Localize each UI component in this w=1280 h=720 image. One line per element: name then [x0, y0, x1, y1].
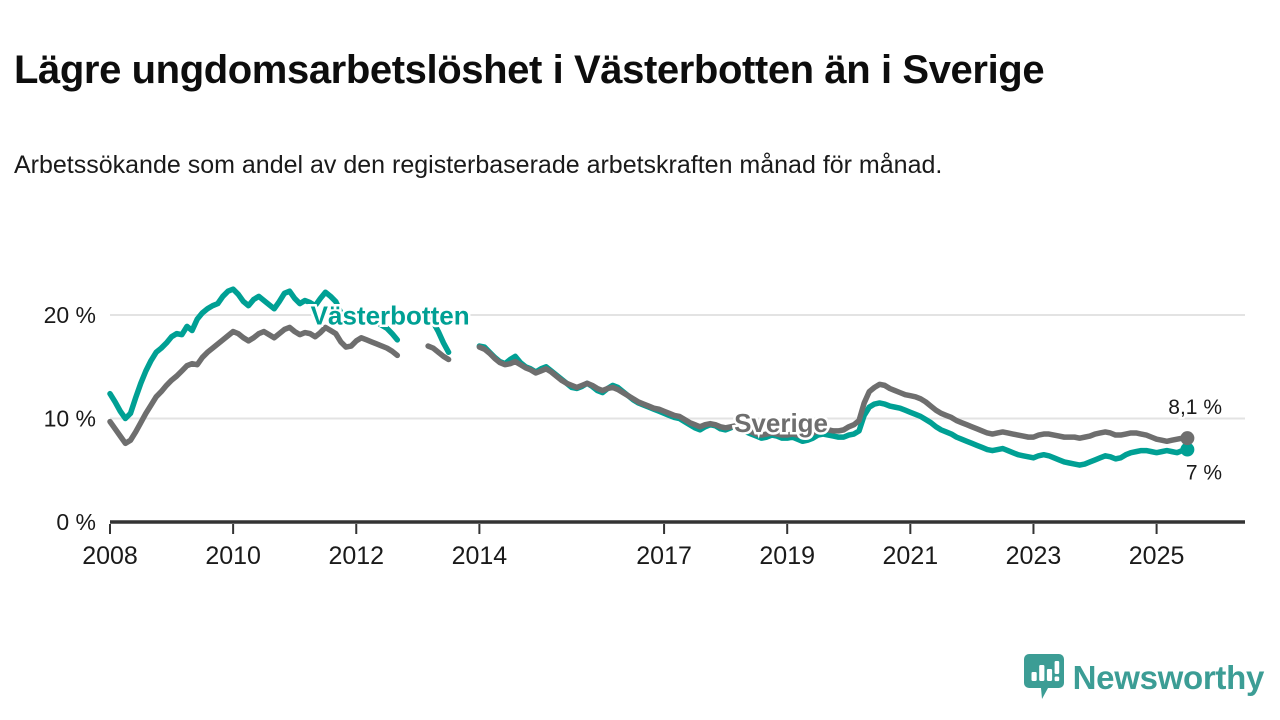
series-annotations: Västerbotten Sverige	[308, 298, 830, 441]
x-tick-label: 2014	[452, 542, 508, 570]
x-tick-label: 2008	[82, 542, 138, 570]
x-tick-label: 2017	[636, 542, 692, 570]
x-axis	[109, 520, 1245, 534]
series-endpoint-dot	[1180, 442, 1195, 457]
x-tick-label: 2021	[883, 542, 939, 570]
series-line	[107, 324, 1191, 447]
line-chart: 0 % 10 % 20 % 2008 2010 2012 2014 2017 2019 2021…	[0, 250, 1280, 590]
x-tick-label: 2025	[1129, 542, 1185, 570]
series-annotation-label: Västerbotten	[311, 300, 470, 330]
x-tick-label: 2019	[759, 542, 815, 570]
y-tick-labels: 0 % 10 % 20 %	[44, 302, 96, 535]
x-tick-label: 2023	[1006, 542, 1062, 570]
series-endpoints	[1180, 431, 1195, 457]
y-tick-label: 10 %	[44, 406, 96, 432]
newsworthy-bars-icon	[1023, 654, 1064, 699]
logo-wordmark: Newsworthy	[1072, 658, 1265, 696]
series-annotation-label: Sverige	[734, 408, 828, 438]
x-tick-labels: 2008 2010 2012 2014 2017 2019 2021 2023 2025	[82, 542, 1184, 570]
y-tick-label: 20 %	[44, 302, 96, 328]
end-value-labels: 8,1 % 7 %	[1166, 394, 1224, 486]
x-tick-label: 2010	[205, 542, 261, 570]
page-title: Lägre ungdomsarbetslöshet i Västerbotten…	[14, 47, 1045, 92]
chart-svg: 0 % 10 % 20 % 2008 2010 2012 2014 2017 2019 2021…	[44, 286, 1245, 570]
newsworthy-logo[interactable]: Newsworthy	[1023, 654, 1265, 700]
x-tick-label: 2012	[328, 542, 384, 570]
y-tick-label: 0 %	[56, 509, 96, 535]
series-paths	[107, 286, 1191, 468]
series-endpoint-dot	[1180, 431, 1195, 446]
series-end-value-label: 8,1 %	[1168, 396, 1222, 419]
page-subtitle: Arbetssökande som andel av den registerb…	[14, 151, 943, 179]
series-end-value-label: 7 %	[1186, 462, 1222, 485]
